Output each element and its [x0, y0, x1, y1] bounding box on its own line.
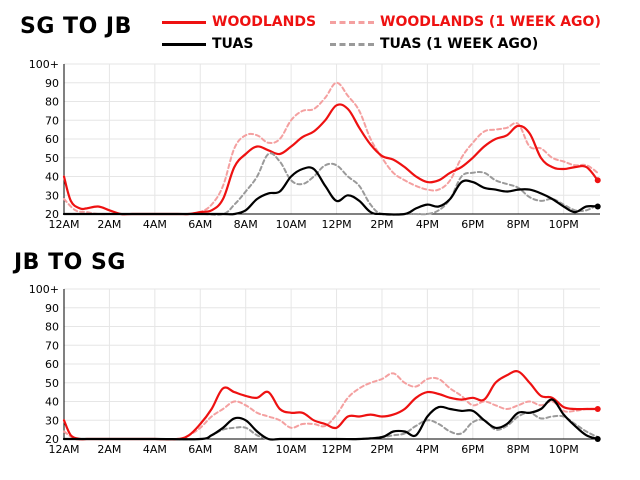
y-tick-label: 50 [45, 152, 59, 165]
x-tick-label: 12AM [48, 443, 79, 456]
x-tick-label: 8AM [234, 443, 258, 456]
y-tick-label: 40 [45, 171, 59, 184]
x-tick-label: 6PM [461, 218, 484, 231]
x-tick-label: 10AM [276, 218, 307, 231]
x-tick-label: 8AM [234, 218, 258, 231]
chart-title-jb-to-sg: JB TO SG [14, 250, 126, 275]
y-tick-label: 90 [45, 302, 59, 315]
y-tick-label: 40 [45, 396, 59, 409]
x-tick-label: 4PM [416, 443, 439, 456]
y-tick-label: 70 [45, 339, 59, 352]
legend-swatch-woodlands [162, 20, 206, 24]
y-tick-label: 20 [45, 208, 59, 221]
chart-sg-to-jb: 20 30 40 50 60 70 80 90 100+ 12AM 2AM 4AM 6AM 8AM 10AM… [29, 58, 601, 231]
x-tick-label: 2AM [97, 218, 121, 231]
x-tick-label: 4AM [143, 218, 167, 231]
chart-title-sg-to-jb: SG TO JB [20, 14, 132, 39]
y-tick-label: 20 [45, 433, 59, 446]
x-tick-label: 10AM [276, 443, 307, 456]
x-tick-label: 8PM [507, 218, 530, 231]
x-tick-label: 6PM [461, 443, 484, 456]
x-tick-label: 10PM [549, 443, 579, 456]
legend-swatch-tuas-prev [330, 42, 374, 46]
series-end-point-tuas [594, 203, 601, 210]
x-tick-label: 4PM [416, 218, 439, 231]
legend-label-woodlands: WOODLANDS [212, 14, 317, 30]
chart-jb-to-sg: 20 30 40 50 60 70 80 90 100+ 12AM 2AM 4AM 6AM 8AM 10AM… [29, 283, 601, 456]
series-line-tuas-1-week-ago [63, 152, 599, 216]
y-tick-label: 80 [45, 321, 59, 334]
legend-swatch-woodlands-prev [330, 20, 374, 24]
legend-item-woodlands[interactable]: WOODLANDS [162, 14, 316, 30]
series-line-tuas [62, 166, 599, 216]
y-tick-label: 90 [45, 77, 59, 90]
series-line-tuas [62, 398, 599, 441]
legend-item-tuas-prev[interactable]: TUAS (1 WEEK AGO) [330, 36, 538, 52]
series-line-woodlands-1-week-ago [63, 372, 599, 441]
x-tick-label: 6AM [188, 218, 212, 231]
x-tick-label: 12AM [48, 218, 79, 231]
legend-item-tuas[interactable]: TUAS [162, 36, 253, 52]
y-tick-label: 50 [45, 377, 59, 390]
x-tick-label: 2PM [370, 218, 393, 231]
y-tick-label: 60 [45, 358, 59, 371]
legend-swatch-tuas [162, 42, 206, 46]
y-tick-label: 30 [45, 189, 59, 202]
x-tick-label: 6AM [188, 443, 212, 456]
x-tick-label: 8PM [507, 443, 530, 456]
series-line-tuas-1-week-ago [63, 411, 599, 441]
series-end-point-tuas [594, 436, 601, 442]
y-tick-label: 80 [45, 96, 59, 109]
y-tick-label: 60 [45, 133, 59, 146]
x-tick-label: 2PM [370, 443, 393, 456]
series-end-point-woodlands [594, 177, 601, 184]
legend-label-tuas-prev: TUAS (1 WEEK AGO) [380, 36, 539, 52]
series-end-point-woodlands [594, 406, 601, 412]
legend-item-woodlands-prev[interactable]: WOODLANDS (1 WEEK AGO) [330, 14, 601, 30]
legend-label-tuas: TUAS [212, 36, 254, 52]
x-tick-label: 10PM [549, 218, 579, 231]
y-tick-label: 100+ [29, 58, 59, 71]
x-tick-label: 2AM [97, 443, 121, 456]
y-tick-label: 30 [45, 414, 59, 427]
y-tick-label: 100+ [29, 283, 59, 296]
x-tick-label: 4AM [143, 443, 167, 456]
y-tick-label: 70 [45, 114, 59, 127]
series-line-woodlands [62, 103, 599, 216]
legend-label-woodlands-prev: WOODLANDS (1 WEEK AGO) [380, 14, 601, 30]
x-tick-label: 12PM [321, 218, 351, 231]
x-tick-label: 12PM [321, 443, 351, 456]
